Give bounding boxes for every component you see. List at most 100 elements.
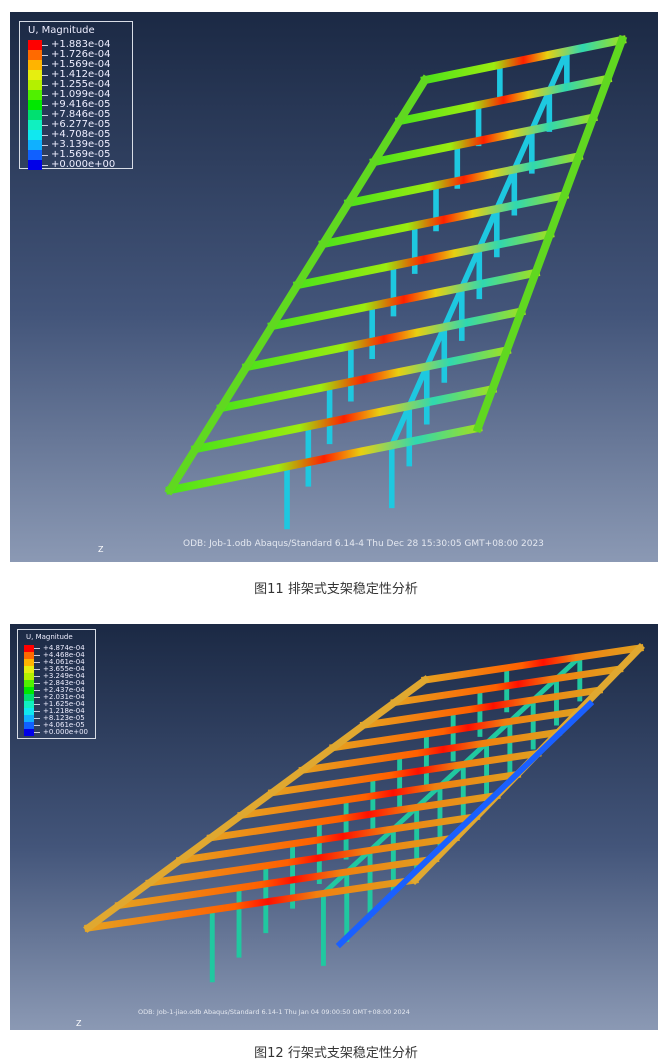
legend-value: +4.708e-05 bbox=[51, 129, 111, 140]
legend-swatch bbox=[24, 715, 34, 722]
odb-footer: ODB: Job-1-jiao.odb Abaqus/Standard 6.14… bbox=[138, 1008, 410, 1016]
legend-value: +1.883e-04 bbox=[51, 39, 111, 50]
blue-lower-rail bbox=[335, 699, 595, 949]
legend-value: +1.099e-04 bbox=[51, 89, 111, 100]
legend-swatch bbox=[28, 130, 42, 140]
legend-title: U, Magnitude bbox=[28, 25, 95, 36]
legend-value: +1.569e-04 bbox=[51, 59, 111, 70]
legend-value: +9.416e-05 bbox=[51, 99, 111, 110]
legend-entry: +4.061e-05 bbox=[18, 722, 95, 729]
legend-swatch bbox=[28, 100, 42, 110]
cross-beam bbox=[175, 812, 481, 865]
legend-swatch bbox=[28, 40, 42, 50]
legend-swatch bbox=[24, 652, 34, 659]
legend-swatch bbox=[28, 90, 42, 100]
cross-beam bbox=[267, 749, 542, 797]
legend-swatch bbox=[28, 150, 42, 160]
legend-entry: +1.569e-05 bbox=[20, 150, 132, 160]
legend-title: U, Magnitude bbox=[26, 633, 73, 641]
side-rail bbox=[83, 675, 430, 933]
legend-swatch bbox=[28, 50, 42, 60]
legend-value: +2.031e-04 bbox=[43, 693, 85, 701]
legend-swatch bbox=[28, 70, 42, 80]
figure-caption: 图12 行架式支架稳定性分析 bbox=[254, 1046, 418, 1061]
legend-entry: +0.000e+00 bbox=[18, 729, 95, 736]
cross-beam bbox=[237, 770, 522, 820]
figure-12-image: U, Magnitude +4.874e-04 +4.468e-04 +4.061e… bbox=[10, 624, 658, 1030]
legend-entry: +7.846e-05 bbox=[20, 110, 132, 120]
legend-value: +3.655e-04 bbox=[43, 665, 85, 673]
legend-entry: +1.099e-04 bbox=[20, 90, 132, 100]
legend-value: +1.625e-04 bbox=[43, 700, 85, 708]
legend-swatch bbox=[24, 687, 34, 694]
cross-beam bbox=[114, 854, 440, 910]
legend-swatch bbox=[24, 729, 34, 736]
legend-swatch bbox=[24, 673, 34, 680]
legend-value: +1.569e-05 bbox=[51, 149, 111, 160]
legend-entry: +4.061e-04 bbox=[18, 659, 95, 666]
legend-value: +2.437e-04 bbox=[43, 686, 85, 694]
legend-entry: +6.277e-05 bbox=[20, 120, 132, 130]
legend-entry: +9.416e-05 bbox=[20, 100, 132, 110]
cross-beam bbox=[216, 345, 512, 413]
legend-entry: +1.883e-04 bbox=[20, 40, 132, 50]
cross-beam bbox=[329, 707, 583, 752]
cross-beam bbox=[421, 644, 644, 684]
legend-swatch bbox=[28, 80, 42, 90]
legend-entry: +4.468e-04 bbox=[18, 652, 95, 659]
legend-swatch bbox=[24, 659, 34, 666]
legend-swatch bbox=[28, 160, 42, 170]
cross-beam bbox=[420, 35, 627, 85]
legend-entry: +2.031e-04 bbox=[18, 694, 95, 701]
cross-beam bbox=[318, 190, 570, 249]
legend-swatch bbox=[24, 708, 34, 715]
legend-entry: +1.255e-04 bbox=[20, 80, 132, 90]
legend-swatch bbox=[28, 120, 42, 130]
legend-value: +7.846e-05 bbox=[51, 109, 111, 120]
figure-caption: 图11 排架式支架稳定性分析 bbox=[254, 582, 418, 597]
legend-swatch bbox=[28, 60, 42, 70]
legend-entry: +0.000e+00 bbox=[20, 160, 132, 170]
legend-swatch bbox=[28, 110, 42, 120]
cross-beam bbox=[267, 268, 541, 331]
legend-entry: +1.726e-04 bbox=[20, 50, 132, 60]
legend-value: +1.218e-04 bbox=[43, 707, 85, 715]
cross-beam bbox=[206, 791, 501, 842]
displacement-legend: U, Magnitude +1.883e-04 +1.726e-04 +1.569e… bbox=[19, 21, 133, 170]
legend-entry: +1.412e-04 bbox=[20, 70, 132, 80]
legend-entry: +1.218e-04 bbox=[18, 708, 95, 715]
legend-swatch bbox=[24, 680, 34, 687]
cross-beam bbox=[343, 151, 584, 208]
legend-value: +8.123e-05 bbox=[43, 714, 85, 722]
legend-value: +1.255e-04 bbox=[51, 79, 111, 90]
cross-beam bbox=[241, 306, 526, 372]
legend-value: +0.000e+00 bbox=[51, 159, 116, 170]
cross-beam bbox=[359, 686, 604, 730]
legend-entry: +3.655e-04 bbox=[18, 666, 95, 673]
legend-value: +4.061e-04 bbox=[43, 658, 85, 666]
legend-entry: +1.569e-04 bbox=[20, 60, 132, 70]
cross-beam bbox=[298, 728, 563, 775]
legend-swatch bbox=[24, 645, 34, 652]
axis-triad-label: Z bbox=[76, 1019, 82, 1028]
legend-value: +1.412e-04 bbox=[51, 69, 111, 80]
cross-beam bbox=[394, 74, 613, 126]
legend-value: +3.139e-05 bbox=[51, 139, 111, 150]
legend-entry: +3.139e-05 bbox=[20, 140, 132, 150]
legend-value: +2.843e-04 bbox=[43, 679, 85, 687]
legend-value: +4.061e-05 bbox=[43, 721, 85, 729]
legend-entry: +8.123e-05 bbox=[18, 715, 95, 722]
legend-swatch bbox=[28, 140, 42, 150]
legend-entry: +1.625e-04 bbox=[18, 701, 95, 708]
figure-11-image: U, Magnitude +1.883e-04 +1.726e-04 +1.569e… bbox=[10, 12, 658, 562]
legend-value: +6.277e-05 bbox=[51, 119, 111, 130]
cross-beam bbox=[369, 112, 598, 167]
legend-swatch bbox=[24, 666, 34, 673]
cross-beam bbox=[145, 833, 460, 887]
legend-entry: +4.874e-04 bbox=[18, 645, 95, 652]
legend-value: +1.726e-04 bbox=[51, 49, 111, 60]
axis-triad-label: Z bbox=[98, 545, 104, 554]
side-rail bbox=[164, 74, 431, 496]
cross-beam bbox=[165, 423, 483, 495]
legend-swatch bbox=[24, 694, 34, 701]
